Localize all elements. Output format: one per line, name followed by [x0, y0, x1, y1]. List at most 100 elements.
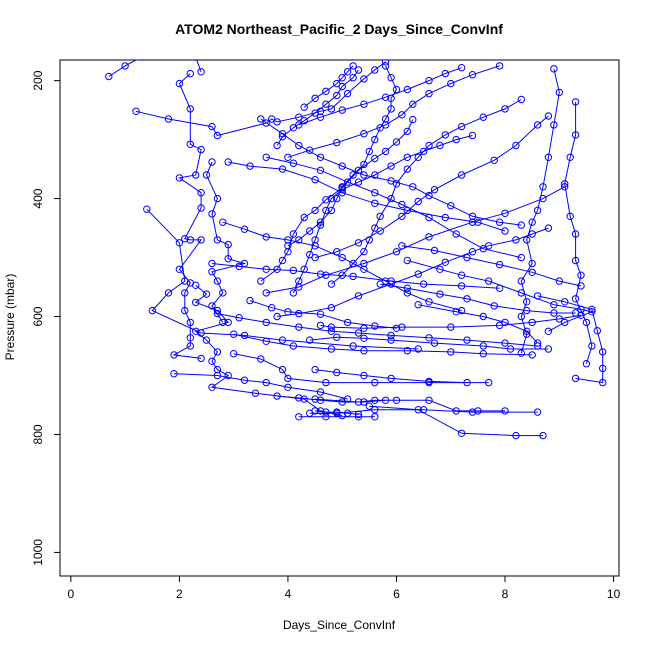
- data-point: [398, 200, 406, 209]
- data-point: [235, 262, 243, 271]
- series-8: [170, 370, 352, 403]
- data-point: [333, 333, 341, 341]
- data-point: [181, 277, 189, 285]
- series-line: [266, 156, 522, 259]
- data-point: [392, 138, 401, 146]
- series-line: [303, 65, 354, 108]
- data-point: [398, 242, 406, 250]
- series-line: [146, 208, 419, 350]
- series-line: [380, 283, 576, 314]
- data-point: [533, 121, 542, 129]
- data-point: [457, 282, 466, 290]
- data-point: [295, 309, 303, 318]
- data-point: [463, 378, 471, 387]
- data-point: [376, 280, 384, 288]
- series-line: [233, 353, 489, 384]
- data-point: [517, 312, 525, 321]
- data-point: [403, 284, 411, 292]
- data-point: [273, 312, 281, 321]
- series-line: [249, 300, 397, 329]
- data-point: [414, 197, 422, 206]
- data-point: [571, 98, 580, 106]
- data-point: [474, 218, 482, 226]
- data-point: [208, 158, 216, 166]
- data-point: [262, 289, 270, 297]
- data-point: [311, 206, 319, 215]
- data-point: [360, 398, 368, 406]
- data-point: [268, 304, 276, 312]
- data-point: [468, 131, 477, 140]
- series-17: [316, 311, 585, 332]
- data-point: [322, 196, 330, 204]
- data-point: [278, 256, 287, 265]
- x-axis: 0 2 4 6 8 10: [68, 576, 621, 601]
- data-point: [479, 245, 487, 253]
- data-point: [295, 413, 303, 421]
- data-point: [392, 396, 401, 404]
- data-point: [501, 105, 509, 113]
- series-16: [306, 333, 553, 353]
- data-point: [441, 213, 449, 222]
- data-point: [213, 309, 222, 318]
- data-point: [387, 74, 395, 82]
- data-point: [262, 265, 270, 273]
- data-point: [316, 396, 325, 404]
- data-point: [175, 174, 184, 182]
- data-point: [262, 337, 270, 345]
- x-tick-label: 10: [607, 587, 621, 601]
- data-point: [588, 342, 596, 350]
- series-line: [537, 295, 604, 384]
- data-point: [354, 410, 363, 419]
- data-point: [213, 277, 222, 285]
- data-point: [164, 115, 173, 123]
- data-point: [316, 388, 325, 396]
- data-point: [528, 268, 536, 276]
- data-point: [479, 350, 487, 358]
- data-point: [360, 100, 368, 108]
- data-point: [360, 265, 368, 273]
- data-point: [338, 82, 346, 91]
- data-point: [452, 135, 460, 144]
- data-point: [360, 334, 368, 342]
- data-point: [571, 374, 580, 383]
- data-point: [403, 347, 411, 355]
- data-point: [208, 210, 216, 218]
- data-point: [284, 383, 292, 391]
- series-23: [403, 256, 596, 335]
- series-1: [105, 60, 144, 81]
- series-line: [172, 73, 203, 359]
- data-point: [474, 407, 482, 415]
- data-point: [371, 199, 379, 208]
- data-point: [441, 69, 449, 78]
- data-point: [354, 166, 363, 175]
- data-point: [295, 277, 303, 285]
- series-layer: [105, 60, 607, 440]
- data-point: [343, 318, 352, 327]
- data-point: [327, 194, 336, 203]
- data-point: [300, 103, 308, 111]
- data-point: [371, 413, 379, 421]
- data-point: [360, 371, 368, 380]
- data-point: [381, 147, 390, 156]
- data-point: [599, 364, 607, 373]
- data-point: [365, 147, 373, 156]
- data-point: [468, 248, 477, 256]
- series-line: [222, 221, 462, 312]
- data-point: [193, 60, 198, 61]
- data-point: [306, 250, 314, 259]
- data-point: [343, 409, 352, 417]
- data-point: [387, 177, 395, 185]
- data-point: [181, 306, 189, 315]
- data-point: [441, 258, 449, 266]
- data-point: [479, 113, 487, 121]
- series-line: [277, 395, 386, 403]
- data-point: [289, 289, 298, 297]
- data-point: [528, 259, 536, 268]
- data-point: [333, 368, 341, 377]
- data-point: [495, 62, 504, 70]
- data-point: [582, 360, 591, 368]
- data-point: [447, 79, 455, 88]
- data-point: [273, 141, 281, 150]
- data-point: [571, 309, 580, 317]
